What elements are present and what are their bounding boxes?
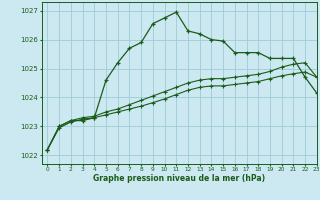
X-axis label: Graphe pression niveau de la mer (hPa): Graphe pression niveau de la mer (hPa)	[93, 174, 265, 183]
